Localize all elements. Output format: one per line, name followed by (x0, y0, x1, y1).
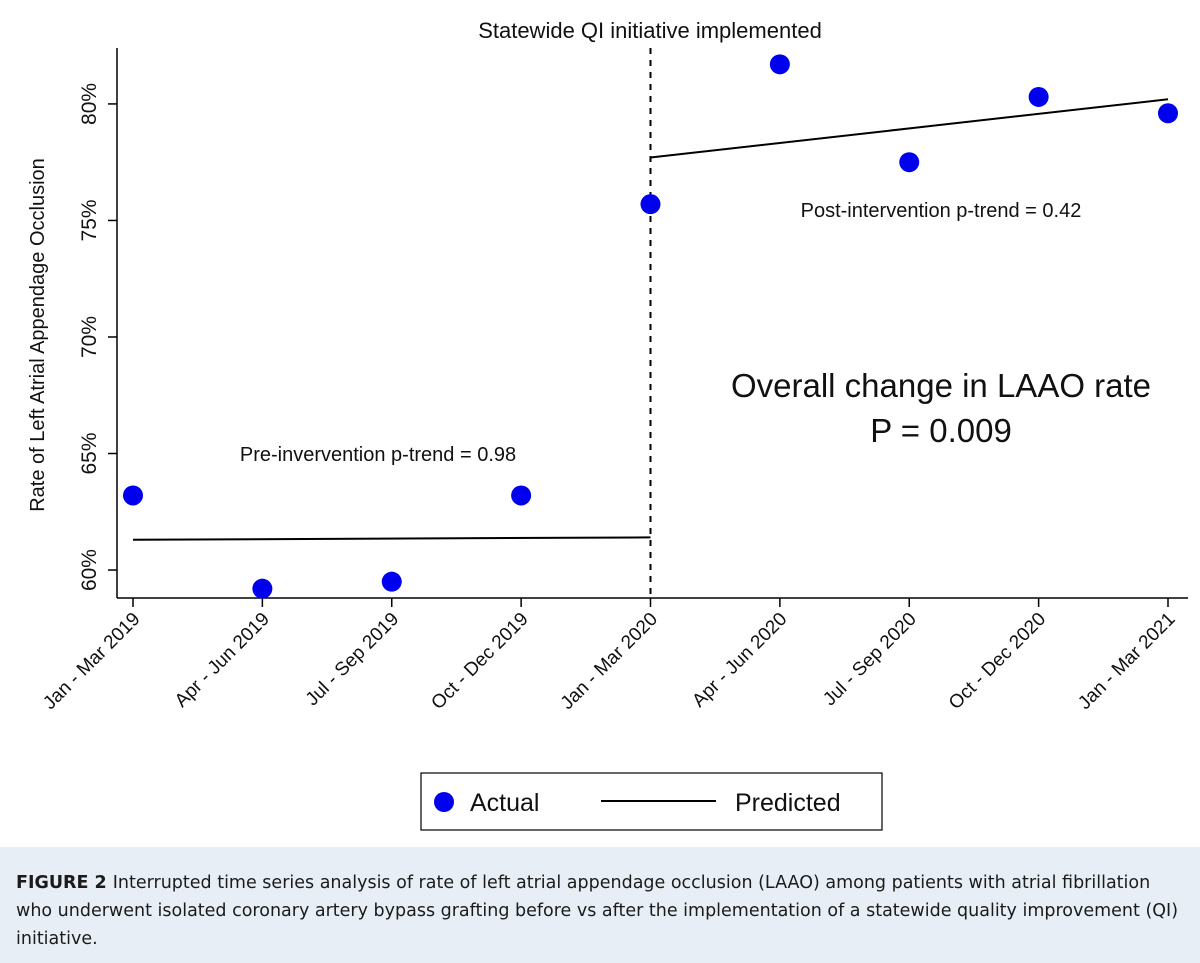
actual-point (769, 54, 790, 75)
x-tick-label: Jan - Mar 2021 (1074, 609, 1179, 714)
post-trend-annotation: Post-intervention p-trend = 0.42 (801, 200, 1082, 222)
y-tick-label: 80% (78, 83, 101, 125)
x-ticks: Jan - Mar 2019 Apr - Jun 2019 Jul - Sep 20… (39, 598, 1180, 714)
x-tick-label: Jan - Mar 2020 (557, 609, 662, 714)
legend-actual-marker (434, 792, 454, 812)
chart-title: Statewide QI initiative implemented (478, 18, 822, 43)
overall-p-value: P = 0.009 (870, 412, 1012, 449)
actual-point (1028, 86, 1049, 107)
caption-label: FIGURE 2 (16, 873, 107, 893)
actual-series (123, 54, 1178, 599)
x-tick-label: Oct - Dec 2020 (945, 609, 1050, 714)
actual-point (1158, 103, 1178, 124)
actual-point (381, 571, 402, 592)
y-tick-label: 60% (78, 549, 101, 591)
y-tick-label: 70% (78, 316, 101, 358)
x-tick-label: Apr - Jun 2020 (688, 609, 791, 712)
y-tick-label: 65% (78, 432, 101, 474)
x-tick-label: Jul - Sep 2019 (302, 609, 403, 710)
figure-caption: FIGURE 2 Interrupted time series analysis… (0, 847, 1200, 963)
y-tick-label: 75% (78, 199, 101, 241)
x-tick-label: Jan - Mar 2019 (39, 609, 144, 714)
overall-change-annotation: Overall change in LAAO rate (731, 367, 1151, 404)
legend-predicted-label: Predicted (735, 789, 841, 817)
predicted-segment (650, 98, 1169, 159)
actual-point (252, 578, 273, 599)
x-tick-label: Apr - Jun 2019 (171, 609, 274, 712)
y-ticks: 60% 65% 70% 75% 80% (78, 83, 117, 591)
actual-point (123, 485, 143, 506)
laao-chart: Statewide QI initiative implemented 60%6… (27, 18, 1188, 831)
actual-point (899, 152, 920, 173)
y-axis-label: Rate of Left Atrial Appendage Occlusion (27, 158, 49, 512)
x-tick-label: Oct - Dec 2019 (427, 609, 532, 714)
legend-actual-label: Actual (470, 789, 539, 817)
actual-point (511, 485, 532, 506)
x-tick-label: Jul - Sep 2020 (819, 609, 920, 710)
predicted-segment (132, 536, 651, 541)
pre-trend-annotation: Pre-invervention p-trend = 0.98 (240, 444, 516, 466)
caption-text: Interrupted time series analysis of rate… (16, 873, 1179, 949)
actual-point (640, 194, 661, 215)
predicted-series (132, 98, 1169, 541)
legend: Actual Predicted (420, 772, 883, 831)
